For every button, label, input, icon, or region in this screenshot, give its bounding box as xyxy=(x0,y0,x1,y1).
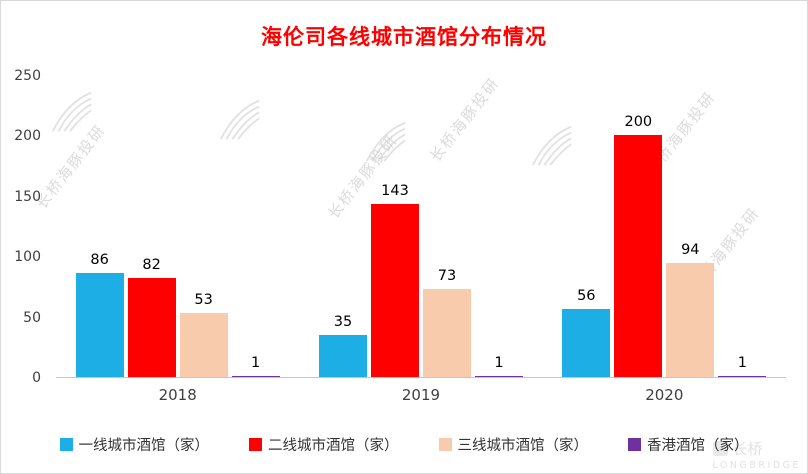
legend: 一线城市酒馆（家） 二线城市酒馆（家） 三线城市酒馆（家） 香港酒馆（家） xyxy=(1,434,807,455)
bar-value-label: 94 xyxy=(681,242,700,259)
bar: 53 xyxy=(179,292,228,377)
bar-group-2020: 56 200 94 1 xyxy=(543,76,786,377)
bar-value-label: 1 xyxy=(737,354,747,371)
bar: 200 xyxy=(614,114,663,377)
bar: 73 xyxy=(422,268,471,377)
legend-item: 香港酒馆（家） xyxy=(628,434,749,455)
bar: 1 xyxy=(718,355,767,377)
bar-value-label: 56 xyxy=(577,288,596,305)
bar-value-label: 35 xyxy=(333,313,353,330)
y-axis-tick-label: 250 xyxy=(14,68,41,84)
y-axis-tick-label: 50 xyxy=(23,309,41,326)
legend-label: 一线城市酒馆（家） xyxy=(78,438,210,454)
legend-swatch-icon xyxy=(438,438,452,451)
bar-group-2018: 86 82 53 1 xyxy=(56,76,299,377)
x-axis-label: 2018 xyxy=(158,386,197,404)
bar: 94 xyxy=(666,242,715,377)
bar: 1 xyxy=(231,355,280,377)
y-axis-tick-label: 200 xyxy=(14,128,41,145)
legend-swatch-icon xyxy=(59,438,73,451)
bar-value-label: 1 xyxy=(494,354,504,371)
bar-value-label: 200 xyxy=(624,114,653,131)
bar: 1 xyxy=(474,355,523,377)
bar: 82 xyxy=(127,257,176,377)
bar-value-label: 73 xyxy=(437,267,457,284)
legend-swatch-icon xyxy=(628,438,641,451)
legend-item: 二线城市酒馆（家） xyxy=(249,434,399,455)
legend-label: 香港酒馆（家） xyxy=(647,438,749,454)
legend-swatch-icon xyxy=(249,438,262,451)
bar: 35 xyxy=(318,314,367,377)
x-axis-label: 2019 xyxy=(401,386,441,404)
bar: 86 xyxy=(75,252,124,377)
chart-title: 海伦司各线城市酒馆分布情况 xyxy=(261,25,547,49)
bar-group-2019: 35 143 73 1 xyxy=(299,76,542,377)
bar: 143 xyxy=(370,183,419,377)
legend-label: 二线城市酒馆（家） xyxy=(268,438,399,454)
plot-area: 86 82 53 1 35 143 73 1 56 200 94 1 xyxy=(56,76,786,378)
y-axis-tick-label: 100 xyxy=(14,249,41,266)
x-axis: 2018 2019 2020 xyxy=(56,386,786,404)
bar-value-label: 53 xyxy=(194,291,213,308)
y-axis: 0 50 100 150 200 250 xyxy=(1,68,49,386)
bar-value-label: 1 xyxy=(251,354,261,371)
bar-value-label: 86 xyxy=(90,252,109,269)
bar-value-label: 143 xyxy=(381,183,409,200)
legend-label: 三线城市酒馆（家） xyxy=(457,438,589,454)
y-axis-tick-label: 150 xyxy=(14,188,41,205)
legend-item: 一线城市酒馆（家） xyxy=(59,434,210,455)
y-axis-tick-label: 0 xyxy=(32,370,41,386)
x-axis-label: 2020 xyxy=(645,386,684,404)
legend-item: 三线城市酒馆（家） xyxy=(438,434,589,455)
bar-value-label: 82 xyxy=(142,256,161,273)
bar: 56 xyxy=(562,288,611,377)
longbridge-logo-en: LONGBRIDGE xyxy=(712,460,801,471)
